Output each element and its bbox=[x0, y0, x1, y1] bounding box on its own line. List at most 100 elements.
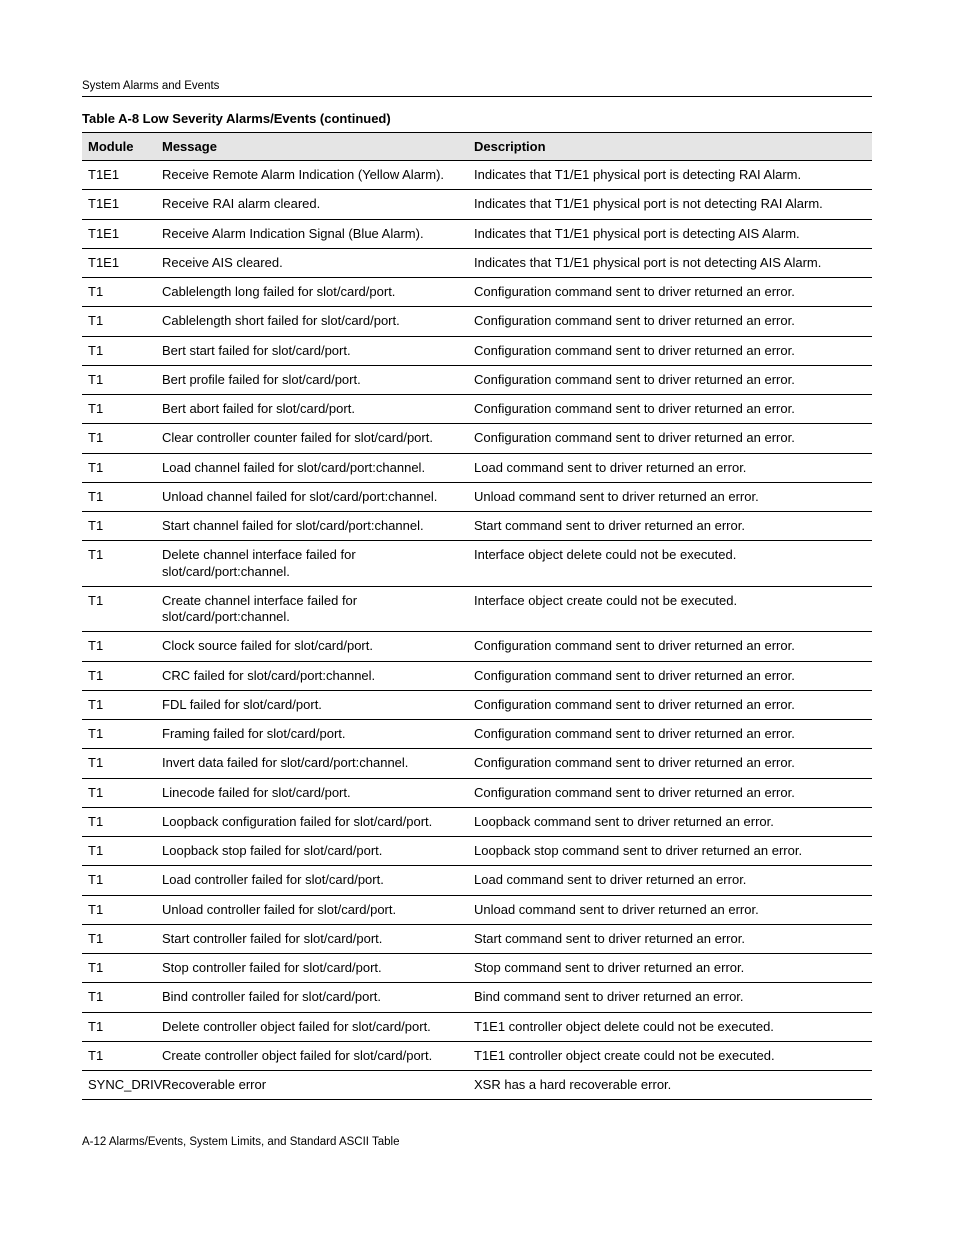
cell-module: T1 bbox=[82, 720, 156, 749]
cell-description: T1E1 controller object create could not … bbox=[468, 1041, 872, 1070]
cell-module: T1 bbox=[82, 632, 156, 661]
cell-message: Create channel interface failed for slot… bbox=[156, 586, 468, 632]
cell-description: Configuration command sent to driver ret… bbox=[468, 749, 872, 778]
cell-description: Interface object delete could not be exe… bbox=[468, 541, 872, 587]
cell-description: XSR has a hard recoverable error. bbox=[468, 1071, 872, 1100]
table-row: T1Start controller failed for slot/card/… bbox=[82, 924, 872, 953]
cell-module: T1E1 bbox=[82, 219, 156, 248]
table-row: T1Cablelength long failed for slot/card/… bbox=[82, 278, 872, 307]
table-row: T1FDL failed for slot/card/port.Configur… bbox=[82, 690, 872, 719]
cell-description: Unload command sent to driver returned a… bbox=[468, 482, 872, 511]
cell-description: Loopback stop command sent to driver ret… bbox=[468, 837, 872, 866]
cell-module: T1 bbox=[82, 661, 156, 690]
cell-message: Unload controller failed for slot/card/p… bbox=[156, 895, 468, 924]
table-row: T1Linecode failed for slot/card/port.Con… bbox=[82, 778, 872, 807]
table-row: T1Invert data failed for slot/card/port:… bbox=[82, 749, 872, 778]
table-row: T1Clock source failed for slot/card/port… bbox=[82, 632, 872, 661]
cell-message: Linecode failed for slot/card/port. bbox=[156, 778, 468, 807]
table-row: T1Create channel interface failed for sl… bbox=[82, 586, 872, 632]
cell-message: Delete channel interface failed for slot… bbox=[156, 541, 468, 587]
cell-message: Unload channel failed for slot/card/port… bbox=[156, 482, 468, 511]
cell-message: Clear controller counter failed for slot… bbox=[156, 424, 468, 453]
cell-module: T1 bbox=[82, 837, 156, 866]
cell-module: T1 bbox=[82, 924, 156, 953]
table-row: T1Unload controller failed for slot/card… bbox=[82, 895, 872, 924]
cell-module: T1E1 bbox=[82, 190, 156, 219]
cell-module: T1 bbox=[82, 895, 156, 924]
cell-module: T1 bbox=[82, 866, 156, 895]
table-row: SYNC_DRIVRecoverable errorXSR has a hard… bbox=[82, 1071, 872, 1100]
cell-module: T1 bbox=[82, 749, 156, 778]
cell-module: T1 bbox=[82, 453, 156, 482]
cell-message: Invert data failed for slot/card/port:ch… bbox=[156, 749, 468, 778]
table-row: T1E1Receive Alarm Indication Signal (Blu… bbox=[82, 219, 872, 248]
cell-message: Loopback stop failed for slot/card/port. bbox=[156, 837, 468, 866]
table-row: T1Create controller object failed for sl… bbox=[82, 1041, 872, 1070]
cell-message: Cablelength short failed for slot/card/p… bbox=[156, 307, 468, 336]
cell-description: Indicates that T1/E1 physical port is de… bbox=[468, 161, 872, 190]
cell-message: Bind controller failed for slot/card/por… bbox=[156, 983, 468, 1012]
cell-description: Configuration command sent to driver ret… bbox=[468, 424, 872, 453]
cell-description: Configuration command sent to driver ret… bbox=[468, 307, 872, 336]
cell-module: T1 bbox=[82, 983, 156, 1012]
table-row: T1Start channel failed for slot/card/por… bbox=[82, 512, 872, 541]
cell-description: Unload command sent to driver returned a… bbox=[468, 895, 872, 924]
cell-description: Configuration command sent to driver ret… bbox=[468, 720, 872, 749]
cell-message: Cablelength long failed for slot/card/po… bbox=[156, 278, 468, 307]
cell-description: Load command sent to driver returned an … bbox=[468, 453, 872, 482]
cell-message: Receive RAI alarm cleared. bbox=[156, 190, 468, 219]
cell-message: Create controller object failed for slot… bbox=[156, 1041, 468, 1070]
table-row: T1Stop controller failed for slot/card/p… bbox=[82, 954, 872, 983]
cell-description: Loopback command sent to driver returned… bbox=[468, 807, 872, 836]
cell-description: T1E1 controller object delete could not … bbox=[468, 1012, 872, 1041]
cell-module: T1 bbox=[82, 307, 156, 336]
cell-module: T1 bbox=[82, 365, 156, 394]
cell-module: T1 bbox=[82, 424, 156, 453]
cell-message: Clock source failed for slot/card/port. bbox=[156, 632, 468, 661]
table-row: T1E1Receive AIS cleared.Indicates that T… bbox=[82, 248, 872, 277]
cell-message: Bert start failed for slot/card/port. bbox=[156, 336, 468, 365]
table-row: T1Framing failed for slot/card/port.Conf… bbox=[82, 720, 872, 749]
cell-description: Configuration command sent to driver ret… bbox=[468, 278, 872, 307]
cell-module: T1 bbox=[82, 278, 156, 307]
cell-message: Stop controller failed for slot/card/por… bbox=[156, 954, 468, 983]
cell-description: Bind command sent to driver returned an … bbox=[468, 983, 872, 1012]
cell-message: CRC failed for slot/card/port:channel. bbox=[156, 661, 468, 690]
alarms-table-body: T1E1Receive Remote Alarm Indication (Yel… bbox=[82, 161, 872, 1100]
cell-module: T1 bbox=[82, 1012, 156, 1041]
table-row: T1Cablelength short failed for slot/card… bbox=[82, 307, 872, 336]
table-row: T1Delete channel interface failed for sl… bbox=[82, 541, 872, 587]
col-header-message: Message bbox=[156, 133, 468, 161]
cell-description: Start command sent to driver returned an… bbox=[468, 924, 872, 953]
cell-module: T1 bbox=[82, 395, 156, 424]
cell-message: Delete controller object failed for slot… bbox=[156, 1012, 468, 1041]
cell-module: T1 bbox=[82, 541, 156, 587]
table-row: T1CRC failed for slot/card/port:channel.… bbox=[82, 661, 872, 690]
cell-message: Receive Alarm Indication Signal (Blue Al… bbox=[156, 219, 468, 248]
cell-message: Loopback configuration failed for slot/c… bbox=[156, 807, 468, 836]
table-row: T1Loopback configuration failed for slot… bbox=[82, 807, 872, 836]
cell-description: Configuration command sent to driver ret… bbox=[468, 632, 872, 661]
cell-module: T1 bbox=[82, 482, 156, 511]
cell-message: Receive AIS cleared. bbox=[156, 248, 468, 277]
cell-message: Framing failed for slot/card/port. bbox=[156, 720, 468, 749]
document-page: System Alarms and Events Table A-8 Low S… bbox=[0, 0, 954, 1235]
cell-message: Start channel failed for slot/card/port:… bbox=[156, 512, 468, 541]
cell-description: Configuration command sent to driver ret… bbox=[468, 661, 872, 690]
table-row: T1Bert abort failed for slot/card/port.C… bbox=[82, 395, 872, 424]
cell-message: Load controller failed for slot/card/por… bbox=[156, 866, 468, 895]
cell-module: T1 bbox=[82, 807, 156, 836]
cell-description: Indicates that T1/E1 physical port is no… bbox=[468, 190, 872, 219]
table-row: T1E1Receive Remote Alarm Indication (Yel… bbox=[82, 161, 872, 190]
table-header-row: Module Message Description bbox=[82, 133, 872, 161]
cell-message: FDL failed for slot/card/port. bbox=[156, 690, 468, 719]
cell-description: Configuration command sent to driver ret… bbox=[468, 336, 872, 365]
cell-description: Configuration command sent to driver ret… bbox=[468, 395, 872, 424]
cell-message: Bert profile failed for slot/card/port. bbox=[156, 365, 468, 394]
cell-module: T1E1 bbox=[82, 248, 156, 277]
table-caption: Table A-8 Low Severity Alarms/Events (co… bbox=[82, 111, 872, 126]
cell-message: Receive Remote Alarm Indication (Yellow … bbox=[156, 161, 468, 190]
cell-message: Recoverable error bbox=[156, 1071, 468, 1100]
col-header-description: Description bbox=[468, 133, 872, 161]
table-row: T1Bert profile failed for slot/card/port… bbox=[82, 365, 872, 394]
